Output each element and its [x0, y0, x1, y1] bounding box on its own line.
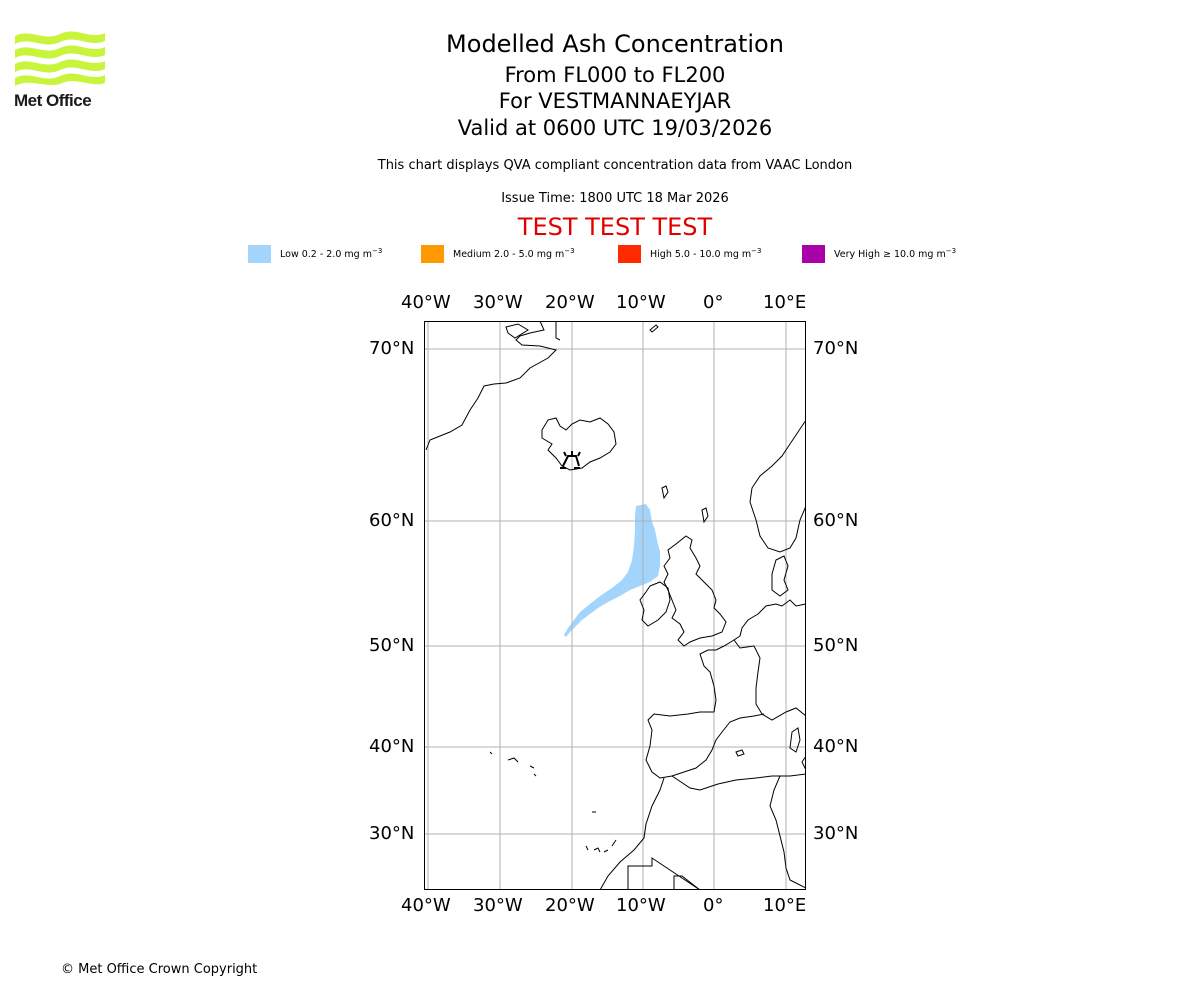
- lat-label-left: 50°N: [369, 635, 415, 656]
- lat-label-right: 40°N: [813, 736, 859, 757]
- legend-label-low: Low 0.2 - 2.0 mg m−3: [280, 246, 383, 261]
- met-office-logo: Met Office: [14, 30, 106, 112]
- volcano-name: For VESTMANNAEYJAR: [498, 89, 732, 113]
- ireland: [639, 581, 671, 627]
- lat-label-left: 70°N: [369, 338, 415, 359]
- legend-item-high: High 5.0 - 10.0 mg m−3: [618, 244, 762, 263]
- legend-swatch-high: [618, 244, 641, 263]
- met-office-waves-icon: [15, 31, 105, 86]
- lat-label-left: 40°N: [369, 736, 415, 757]
- flight-level-range: From FL000 to FL200: [504, 63, 726, 87]
- coastlines: [425, 321, 806, 890]
- legend-label-very-high: Very High ≥ 10.0 mg m−3: [834, 246, 957, 261]
- lon-label-top: 0°: [703, 292, 724, 313]
- legend-item-very-high: Very High ≥ 10.0 mg m−3: [802, 244, 956, 263]
- lat-label-left: 30°N: [369, 823, 415, 844]
- lon-label-top: 10°W: [616, 292, 666, 313]
- lon-label-top: 40°W: [401, 292, 451, 313]
- lat-label-left: 60°N: [369, 510, 415, 531]
- map-frame: [424, 321, 806, 890]
- chart-title: Modelled Ash Concentration: [446, 30, 784, 58]
- lon-label-bottom: 40°W: [401, 895, 451, 916]
- legend-label-high: High 5.0 - 10.0 mg m−3: [650, 246, 762, 261]
- lon-label-bottom: 0°: [703, 895, 724, 916]
- graticule: [424, 321, 806, 890]
- ash-plume-low: [564, 504, 660, 637]
- legend-label-medium: Medium 2.0 - 5.0 mg m−3: [453, 246, 575, 261]
- chart-subtitle: This chart displays QVA compliant concen…: [377, 158, 853, 173]
- issue-time: Issue Time: 1800 UTC 18 Mar 2026: [501, 191, 729, 206]
- volcano-icon: [560, 451, 581, 469]
- lat-label-right: 70°N: [813, 338, 859, 359]
- lon-label-top: 10°E: [763, 292, 807, 313]
- legend-item-low: Low 0.2 - 2.0 mg m−3: [248, 244, 382, 263]
- lon-label-bottom: 10°E: [763, 895, 807, 916]
- valid-time: Valid at 0600 UTC 19/03/2026: [457, 116, 773, 140]
- great-britain: [663, 535, 727, 647]
- logo-text: Met Office: [14, 91, 92, 110]
- lat-label-right: 60°N: [813, 510, 859, 531]
- lon-label-bottom: 10°W: [616, 895, 666, 916]
- lon-label-bottom: 30°W: [473, 895, 523, 916]
- copyright-notice: © Met Office Crown Copyright: [61, 962, 258, 977]
- lon-label-top: 20°W: [545, 292, 595, 313]
- legend-item-medium: Medium 2.0 - 5.0 mg m−3: [421, 244, 575, 263]
- legend-swatch-medium: [421, 244, 444, 263]
- legend-swatch-very-high: [802, 244, 825, 263]
- legend-swatch-low: [248, 244, 271, 263]
- lon-label-top: 30°W: [473, 292, 523, 313]
- lat-label-right: 30°N: [813, 823, 859, 844]
- iberia: [645, 711, 765, 779]
- test-banner: TEST TEST TEST: [517, 213, 713, 241]
- iceland: [541, 417, 617, 471]
- lat-label-right: 50°N: [813, 635, 859, 656]
- lon-label-bottom: 20°W: [545, 895, 595, 916]
